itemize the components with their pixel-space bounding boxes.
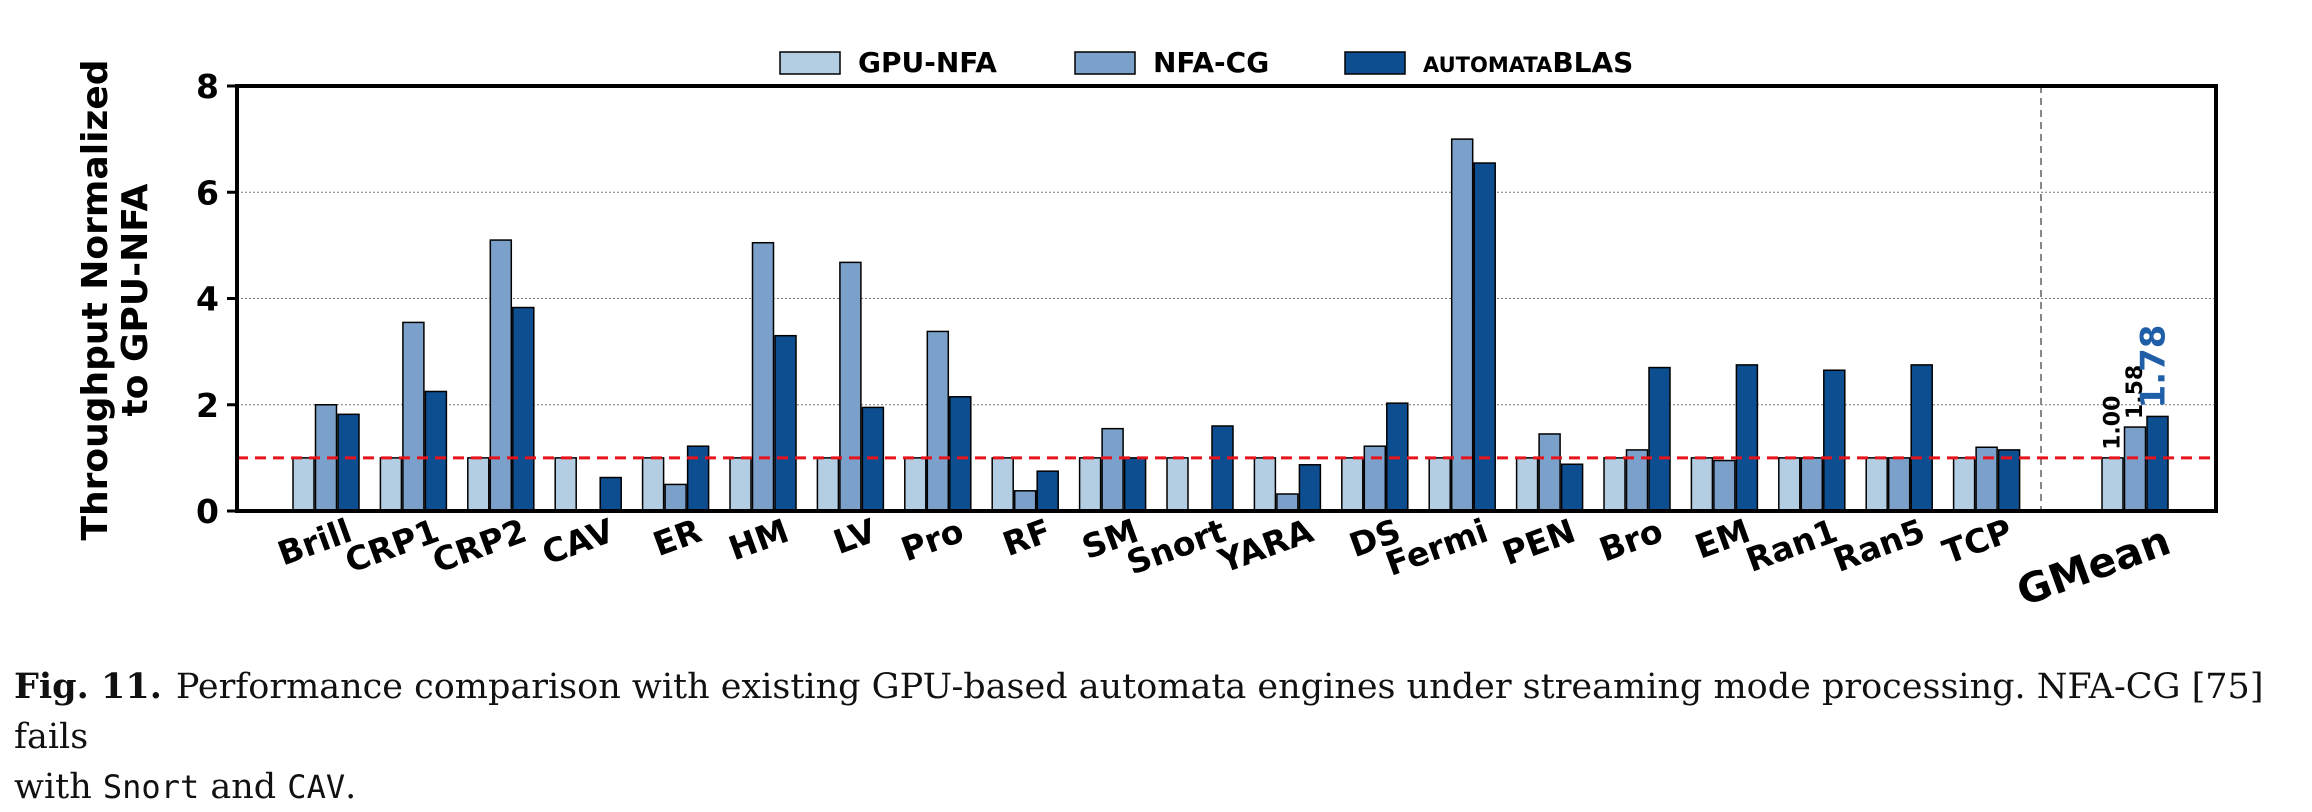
x-tick-label-pro: Pro — [896, 511, 969, 569]
bar-nfa-cg-pro — [926, 330, 950, 512]
bar-gpu-nfa-snort — [1166, 457, 1189, 512]
legend-label-nfa-cg: NFA-CG — [1153, 46, 1269, 79]
bar-gpu-nfa-ds — [1341, 457, 1364, 512]
legend-label-caps: BLAS — [1552, 46, 1633, 79]
bar-automatablas-bro — [1648, 366, 1671, 512]
caption-code-cav: CAV — [287, 768, 346, 806]
bar-nfa-cg-em — [1713, 459, 1736, 512]
legend-label-automatablas: AUTOMATABLAS — [1423, 46, 1633, 79]
bar-automatablas-brill — [337, 413, 360, 512]
bar-gpu-nfa-bro — [1603, 457, 1626, 512]
bar-gpu-nfa-pro — [904, 457, 927, 512]
bar-automatablas-em — [1735, 364, 1759, 512]
x-tick-label-rf: RF — [998, 511, 1056, 564]
bar-automatablas-crp1 — [424, 390, 448, 512]
bar-gpu-nfa-sm — [1078, 457, 1102, 512]
y-tick-label: 0 — [196, 492, 219, 531]
bar-automatablas-cav — [599, 476, 622, 512]
bar-gpu-nfa-hm — [729, 457, 752, 512]
caption-label: Fig. 11. — [14, 666, 162, 707]
bar-nfa-cg-ds — [1363, 445, 1387, 512]
figure-caption: Fig. 11. Performance comparison with exis… — [14, 662, 2294, 812]
bar-automatablas-er — [686, 445, 710, 512]
bar-nfa-cg-yara — [1276, 493, 1299, 512]
y-tick-label: 4 — [196, 280, 219, 319]
bar-gpu-nfa-gmean — [2101, 457, 2124, 512]
bar-gpu-nfa-lv — [816, 457, 840, 512]
caption-text-4: . — [345, 767, 357, 807]
y-axis-label: Throughput Normalizedto GPU-NFA — [75, 59, 156, 540]
annotation-automatablas: 1.78 — [2134, 325, 2174, 409]
bar-automatablas-ran5 — [1910, 364, 1933, 512]
bar-nfa-cg-pen — [1538, 433, 1561, 512]
caption-text-3: and — [199, 767, 288, 807]
x-tick-label-hm: HM — [724, 511, 794, 568]
bar-nfa-cg-lv — [839, 261, 862, 512]
bar-automatablas-hm — [774, 334, 797, 512]
bar-automatablas-ran1 — [1823, 369, 1846, 512]
bar-automatablas-gmean — [2146, 415, 2169, 512]
bar-gpu-nfa-cav — [554, 457, 577, 512]
caption-line-1: Fig. 11. Performance comparison with exis… — [14, 662, 2294, 762]
y-tick-label: 2 — [196, 386, 219, 425]
bar-automatablas-sm — [1123, 457, 1147, 512]
bar-automatablas-rf — [1036, 470, 1059, 512]
bar-gpu-nfa-crp1 — [379, 457, 403, 512]
bar-nfa-cg-rf — [1013, 490, 1037, 512]
legend-swatch-nfa-cg — [1074, 51, 1136, 75]
bar-gpu-nfa-yara — [1253, 457, 1277, 512]
legend-label-gpu-nfa: GPU-NFA — [858, 46, 997, 79]
x-tick-label-bro: Bro — [1594, 511, 1668, 570]
x-tick-label-er: ER — [648, 511, 706, 564]
bar-gpu-nfa-ran1 — [1778, 457, 1801, 512]
bar-nfa-cg-ran1 — [1800, 457, 1824, 512]
y-tick-label: 8 — [196, 67, 219, 106]
legend-swatch-automatablas — [1344, 51, 1406, 75]
caption-code-snort: Snort — [102, 768, 200, 806]
caption-text: Performance comparison with existing GPU… — [14, 667, 2264, 757]
annotation-gpu-nfa: 1.00 — [2101, 396, 2126, 450]
legend-label-smallcaps: AUTOMATA — [1423, 53, 1553, 77]
x-tick-label-tcp: TCP — [1937, 511, 2017, 572]
bar-gpu-nfa-pen — [1515, 457, 1539, 512]
x-tick-label-crp2: CRP2 — [427, 511, 531, 581]
x-tick-label-fermi: Fermi — [1380, 511, 1493, 584]
bar-gpu-nfa-fermi — [1428, 457, 1451, 512]
bar-gpu-nfa-tcp — [1952, 457, 1976, 512]
bar-nfa-cg-er — [664, 483, 687, 512]
bar-gpu-nfa-brill — [292, 457, 315, 512]
bar-gpu-nfa-er — [641, 457, 665, 512]
bar-automatablas-pen — [1560, 463, 1584, 512]
y-axis-label-line: to GPU-NFA — [115, 183, 156, 416]
bar-automatablas-pro — [949, 396, 972, 512]
bar-automatablas-yara — [1298, 464, 1322, 512]
bar-nfa-cg-sm — [1101, 427, 1124, 512]
bar-gpu-nfa-crp2 — [467, 457, 490, 512]
bar-gpu-nfa-rf — [991, 457, 1014, 512]
x-tick-label-gmean: GMean — [2010, 516, 2176, 616]
x-tick-label-ran5: Ran5 — [1828, 511, 1930, 580]
bar-automatablas-snort — [1211, 425, 1234, 512]
legend-swatch-gpu-nfa — [779, 51, 841, 75]
bar-nfa-cg-crp2 — [489, 239, 513, 512]
x-tick-label-pen: PEN — [1497, 511, 1580, 573]
bar-automatablas-crp2 — [512, 306, 535, 512]
x-tick-label-ran1: Ran1 — [1741, 511, 1843, 580]
x-tick-label-cav: CAV — [537, 511, 619, 573]
bar-nfa-cg-hm — [751, 241, 775, 512]
bar-nfa-cg-fermi — [1450, 138, 1474, 512]
bar-nfa-cg-ran5 — [1887, 457, 1911, 512]
annotation-nfa-cg: 1.58 — [2123, 365, 2148, 419]
caption-text-2: with — [14, 767, 103, 807]
x-tick-label-yara: YARA — [1212, 511, 1318, 581]
y-tick-label: 6 — [196, 173, 219, 212]
y-axis-label-line: Throughput Normalized — [75, 59, 116, 540]
x-tick-label-lv: LV — [828, 511, 881, 562]
bar-nfa-cg-crp1 — [402, 321, 425, 512]
bar-gpu-nfa-ran5 — [1865, 457, 1888, 512]
bar-nfa-cg-gmean — [2123, 426, 2147, 512]
bar-gpu-nfa-em — [1690, 457, 1714, 512]
